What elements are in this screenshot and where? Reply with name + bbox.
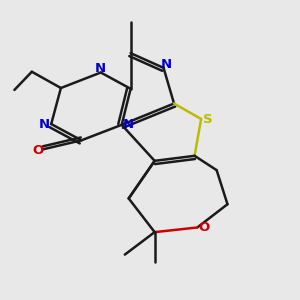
Text: N: N	[39, 118, 50, 130]
Text: O: O	[198, 221, 209, 234]
Text: S: S	[203, 112, 212, 125]
Text: N: N	[161, 58, 172, 71]
Text: N: N	[123, 118, 134, 131]
Text: O: O	[32, 144, 43, 157]
Text: N: N	[95, 61, 106, 75]
